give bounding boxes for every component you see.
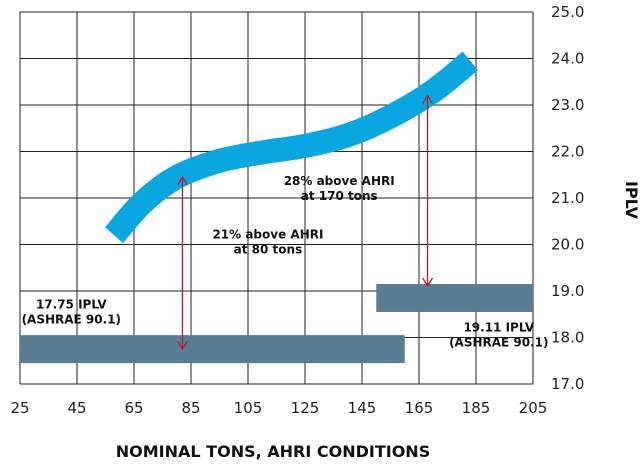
annotation-text: 28% above AHRI (284, 174, 395, 188)
y-tick-labels: 17.0 18.0 19.0 20.0 21.0 22.0 23.0 24.0 25.0 (551, 3, 584, 393)
x-tick-label: 185 (462, 399, 491, 417)
y-tick-label: 23.0 (551, 96, 584, 114)
x-tick-label: 105 (234, 399, 263, 417)
baseline-bands (20, 283, 533, 364)
y-tick-label: 25.0 (551, 3, 584, 21)
x-tick-label: 25 (10, 399, 29, 417)
x-tick-label: 65 (124, 399, 143, 417)
annotation-text: (ASHRAE 90.1) (449, 336, 548, 350)
x-tick-label: 125 (291, 399, 320, 417)
arrow-head-up (176, 175, 189, 186)
x-axis-title: NOMINAL TONS, AHRI CONDITIONS (116, 442, 430, 461)
y-tick-label: 22.0 (551, 143, 584, 161)
x-tick-labels: 25 45 65 85 105 125 145 165 185 205 (10, 399, 547, 417)
x-tick-label: 145 (348, 399, 377, 417)
y-tick-label: 20.0 (551, 236, 584, 254)
annotation-text: (ASHRAE 90.1) (22, 312, 121, 326)
annotation-text: at 80 tons (234, 243, 303, 257)
x-tick-label: 85 (181, 399, 200, 417)
y-tick-label: 18.0 (551, 329, 584, 347)
x-tick-label: 165 (405, 399, 434, 417)
annotation-text: at 170 tons (301, 189, 378, 203)
baseline-band (20, 335, 405, 364)
annotation-text: 19.11 IPLV (463, 321, 534, 335)
iplv-curve (104, 51, 478, 244)
iplv-curve-line (104, 51, 478, 244)
arrow-head-up (421, 94, 434, 105)
baseline-band (376, 283, 533, 312)
y-tick-label: 19.0 (551, 282, 584, 300)
x-tick-label: 205 (519, 399, 548, 417)
y-tick-label: 17.0 (551, 375, 584, 393)
difference-arrows (176, 94, 434, 351)
x-tick-label: 45 (67, 399, 86, 417)
y-tick-label: 24.0 (551, 50, 584, 68)
y-axis-title: IPLV (622, 181, 641, 220)
y-tick-label: 21.0 (551, 189, 584, 207)
arrow-head-down (421, 277, 434, 288)
arrow-head-down (176, 340, 189, 351)
annotation-text: 21% above AHRI (212, 228, 323, 242)
annotation-text: 17.75 IPLV (36, 297, 107, 311)
